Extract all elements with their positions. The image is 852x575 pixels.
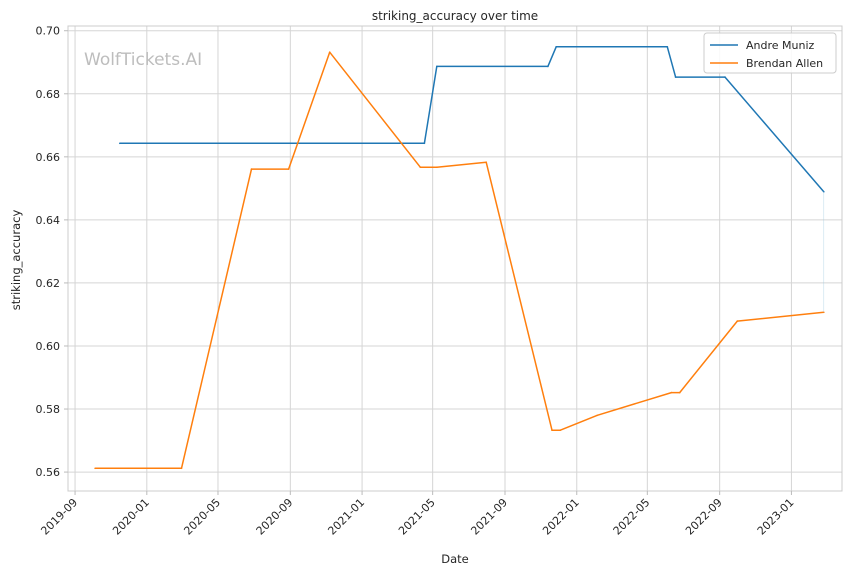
y-tick-label: 0.64: [36, 214, 61, 227]
legend-label-brendan-allen: Brendan Allen: [746, 57, 823, 70]
data-point-brendan-allen: [287, 168, 290, 170]
data-point-brendan-allen: [670, 391, 673, 394]
data-point-brendan-allen: [559, 429, 562, 432]
data-point-andre-muniz: [823, 191, 825, 193]
y-axis-title: striking_accuracy: [9, 210, 23, 311]
series-lines: [94, 46, 825, 470]
data-point-brendan-allen: [94, 467, 96, 470]
y-tick-label: 0.66: [36, 151, 61, 164]
grid: [68, 26, 842, 491]
legend: Andre Muniz Brendan Allen: [703, 32, 837, 74]
y-tick-label: 0.68: [36, 88, 61, 101]
watermark: WolfTickets.AI: [84, 50, 202, 70]
data-point-brendan-allen: [328, 51, 331, 53]
data-point-andre-muniz: [423, 142, 426, 145]
data-point-brendan-allen: [596, 414, 599, 417]
data-point-andre-muniz: [436, 65, 438, 68]
data-point-andre-muniz: [555, 46, 557, 48]
chart-title: striking_accuracy over time: [372, 9, 538, 23]
y-tick-label: 0.62: [36, 277, 61, 290]
legend-label-andre-muniz: Andre Muniz: [746, 39, 815, 52]
data-point-brendan-allen: [736, 320, 739, 322]
data-point-brendan-allen: [419, 166, 422, 168]
data-point-brendan-allen: [485, 161, 488, 163]
y-tick-label: 0.70: [36, 25, 61, 38]
data-point-andre-muniz: [724, 76, 726, 78]
y-tick-label: 0.60: [36, 340, 61, 353]
data-point-andre-muniz: [666, 46, 669, 48]
y-tick-label: 0.56: [36, 466, 61, 479]
data-point-brendan-allen: [823, 311, 825, 314]
data-point-brendan-allen: [250, 168, 253, 170]
data-point-brendan-allen: [678, 391, 681, 394]
data-point-brendan-allen: [180, 467, 183, 470]
data-point-andre-muniz: [547, 65, 549, 68]
data-point-andre-muniz: [119, 142, 121, 145]
plot-frame: [67, 25, 843, 492]
y-axis-ticks: 0.56 0.58 0.60 0.62 0.64 0.66 0.68 0.70: [36, 25, 68, 479]
data-point-brendan-allen: [551, 429, 553, 432]
data-point-brendan-allen: [436, 166, 438, 168]
x-axis-title: Date: [441, 552, 469, 566]
y-tick-label: 0.58: [36, 403, 61, 416]
data-point-andre-muniz: [674, 76, 677, 78]
